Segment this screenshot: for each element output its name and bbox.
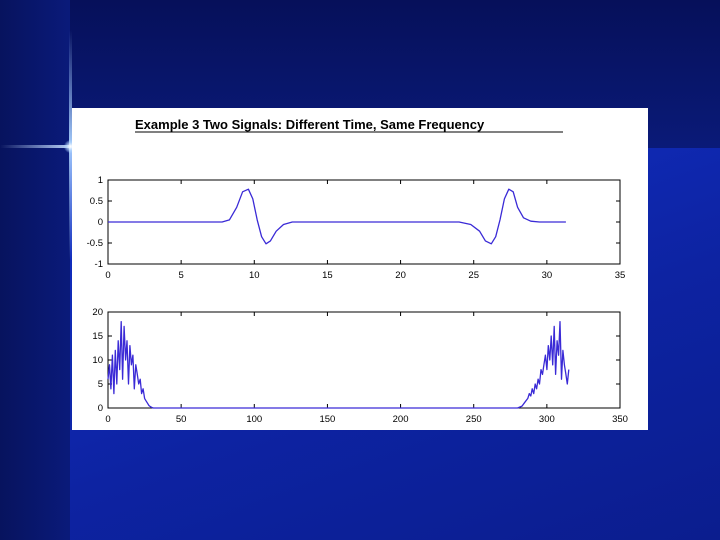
y-tick-label: 0 bbox=[98, 217, 103, 228]
figure-title: Example 3 Two Signals: Different Time, S… bbox=[135, 117, 485, 132]
y-tick-label: 1 bbox=[98, 175, 103, 186]
x-tick-label: 100 bbox=[246, 414, 262, 425]
figure-svg: Example 3 Two Signals: Different Time, S… bbox=[87, 117, 628, 425]
x-tick-label: 25 bbox=[468, 270, 479, 281]
chart-time-signal: 0 5 10 15 20 25 30 35 1 0.5 0 -0.5 -1 bbox=[87, 175, 626, 281]
background-left-band bbox=[0, 0, 70, 540]
x-tick-label: 200 bbox=[393, 414, 409, 425]
x-tick-label: 30 bbox=[542, 270, 553, 281]
x-tick-label: 0 bbox=[105, 270, 110, 281]
x-tick-label: 300 bbox=[539, 414, 555, 425]
y-tick-label: 15 bbox=[92, 331, 103, 342]
plot-frame bbox=[107, 311, 621, 409]
x-tick-label: 0 bbox=[105, 414, 110, 425]
y-tick-label: -0.5 bbox=[87, 238, 103, 249]
x-tick-label: 5 bbox=[178, 270, 183, 281]
x-tick-label: 250 bbox=[466, 414, 482, 425]
series-line bbox=[108, 188, 566, 245]
series-line bbox=[107, 320, 570, 409]
y-tick-label: 0 bbox=[98, 403, 103, 414]
figure-panel: Example 3 Two Signals: Different Time, S… bbox=[72, 108, 648, 430]
x-tick-label: 150 bbox=[319, 414, 335, 425]
x-tick-label: 15 bbox=[322, 270, 333, 281]
y-tick-label: 10 bbox=[92, 355, 103, 366]
x-tick-label: 350 bbox=[612, 414, 628, 425]
x-tick-label: 10 bbox=[249, 270, 260, 281]
y-tick-label: -1 bbox=[95, 259, 103, 270]
x-tick-label: 35 bbox=[615, 270, 626, 281]
y-tick-label: 20 bbox=[92, 307, 103, 318]
y-tick-label: 5 bbox=[98, 379, 103, 390]
y-tick-label: 0.5 bbox=[90, 196, 103, 207]
x-tick-label: 50 bbox=[176, 414, 187, 425]
x-tick-label: 20 bbox=[395, 270, 406, 281]
